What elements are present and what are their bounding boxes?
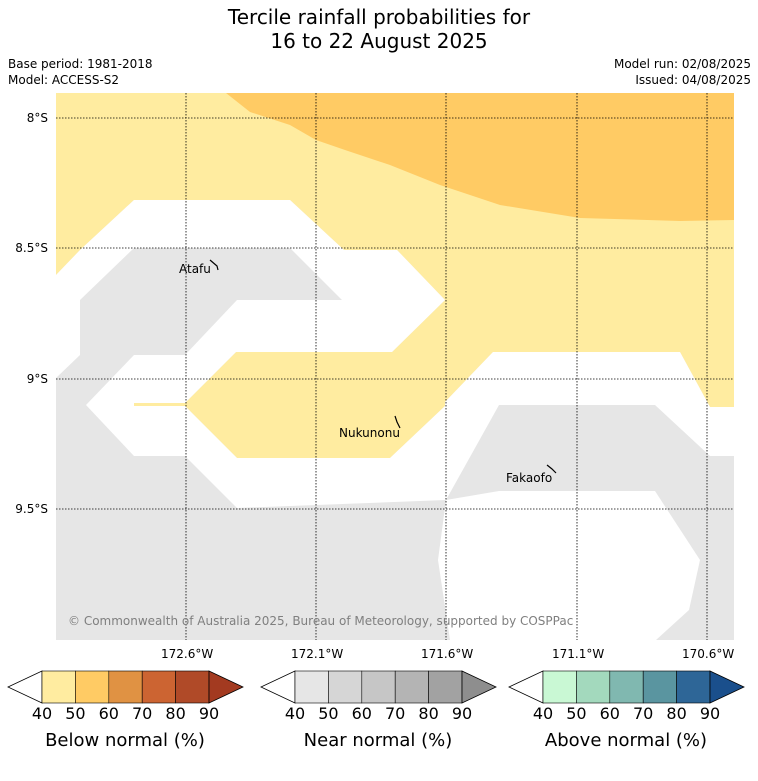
above-normal-colorbar-under-arrow (508, 670, 544, 704)
below-normal-label: Below normal (%) (45, 730, 205, 751)
near-normal-label: Near normal (%) (303, 730, 453, 751)
nukunonu-atoll-shape (394, 415, 401, 429)
below-normal-colorbar-segment (41, 670, 76, 704)
below-normal-colorbar-tick: 50 (65, 704, 86, 723)
below-normal-colorbar-tick: 80 (165, 704, 186, 723)
above-normal-colorbar-segment (676, 670, 711, 704)
near-normal-colorbar-segment (394, 670, 429, 704)
near-normal-colorbar-segment (328, 670, 363, 704)
atafu-atoll-shape (209, 259, 219, 271)
model-name: Model: ACCESS-S2 (8, 73, 120, 87)
below-normal-colorbar-tick: 90 (198, 704, 220, 723)
lat-tick-9-5s: 9.5°S (15, 502, 48, 516)
below-normal-colorbar-tick: 70 (132, 704, 153, 723)
lon-tick-171-6w: 171.6°W (421, 647, 474, 661)
fakaofo-atoll-shape (546, 464, 557, 474)
title-line-1: Tercile rainfall probabilities for (227, 5, 531, 29)
below-normal-colorbar-segment (141, 670, 176, 704)
above-normal-colorbar-tick: 50 (566, 704, 587, 723)
below-normal-colorbar-segment (175, 670, 210, 704)
base-period: Base period: 1981-2018 (8, 57, 153, 71)
lon-tick-170-6w: 170.6°W (682, 647, 735, 661)
above-normal-colorbar-segment (542, 670, 577, 704)
model-run: Model run: 02/08/2025 (613, 57, 751, 71)
above-normal-colorbar-segment (609, 670, 644, 704)
above-normal-colorbar-tick: 70 (633, 704, 654, 723)
issued-date: Issued: 04/08/2025 (635, 73, 751, 87)
atoll-marks (209, 259, 557, 474)
near-normal-colorbar-tick: 60 (351, 704, 372, 723)
lon-tick-172-6w: 172.6°W (161, 647, 214, 661)
near-normal-colorbar-segment (428, 670, 463, 704)
near-normal-colorbar-tick: 40 (284, 704, 306, 723)
above-normal-label: Above normal (%) (544, 730, 708, 751)
place-label-fakaofo: Fakaofo (506, 471, 553, 485)
below-normal-colorbar-segment (108, 670, 143, 704)
lat-tick-8s: 8°S (26, 111, 48, 125)
lat-tick-8-5s: 8.5°S (15, 241, 48, 255)
place-label-nukunonu: Nukunonu (339, 426, 400, 440)
below-normal-colorbar (7, 670, 244, 704)
lat-tick-9s: 9°S (26, 372, 48, 386)
colorbars (7, 670, 745, 704)
near-normal-colorbar-tick: 90 (451, 704, 473, 723)
below-normal-colorbar-tick: 60 (98, 704, 119, 723)
near-normal-colorbar-under-arrow (260, 670, 296, 704)
above-normal-colorbar-tick: 40 (532, 704, 554, 723)
near-normal-colorbar-tick: 80 (418, 704, 439, 723)
above-normal-colorbar-segment (576, 670, 611, 704)
above-normal-colorbar-tick: 90 (699, 704, 721, 723)
above-normal-colorbar-segment (642, 670, 677, 704)
near-normal-colorbar-over-arrow (461, 670, 497, 704)
above-normal-colorbar-tick: 60 (599, 704, 620, 723)
below-normal-colorbar-segment (75, 670, 110, 704)
white-band-1 (56, 200, 734, 508)
title-line-2: 16 to 22 August 2025 (270, 29, 488, 53)
above-normal-colorbar-tick: 80 (666, 704, 687, 723)
map-gridlines (56, 93, 734, 640)
near-normal-colorbar-tick: 50 (318, 704, 339, 723)
map-area (56, 93, 734, 640)
near-normal-colorbar-segment (294, 670, 329, 704)
place-label-atafu: Atafu (179, 262, 211, 276)
lon-tick-172-1w: 172.1°W (291, 647, 344, 661)
below-normal-colorbar-under-arrow (7, 670, 43, 704)
below-normal-colorbar-tick: 40 (31, 704, 53, 723)
lon-tick-171-1w: 171.1°W (552, 647, 605, 661)
copyright-notice: © Commonwealth of Australia 2025, Bureau… (68, 614, 574, 628)
above-normal-colorbar-over-arrow (709, 670, 745, 704)
near-normal-colorbar-tick: 70 (385, 704, 406, 723)
below-normal-colorbar-over-arrow (208, 670, 244, 704)
near-normal-colorbar (260, 670, 497, 704)
below-normal-50-region (226, 93, 734, 221)
white-band-2 (438, 491, 700, 640)
above-normal-colorbar (508, 670, 745, 704)
near-normal-colorbar-segment (361, 670, 396, 704)
